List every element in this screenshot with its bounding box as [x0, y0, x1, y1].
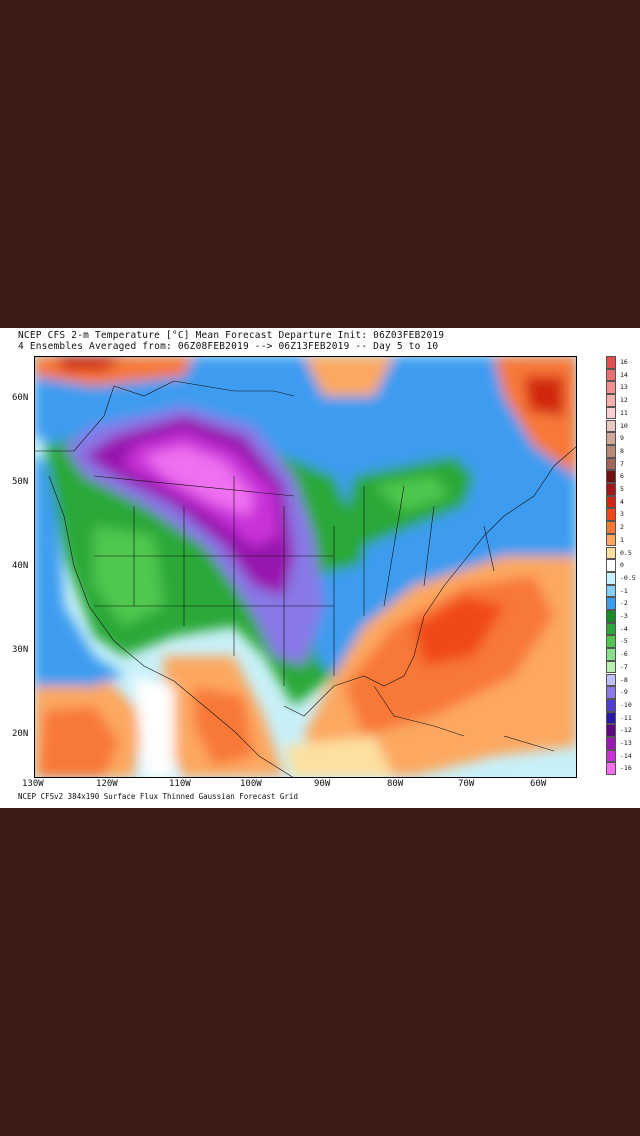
legend-label: -2 [620, 599, 628, 608]
legend-label: 8 [620, 446, 624, 455]
lat-label-40n: 40N [12, 561, 29, 571]
legend-label: 6 [620, 472, 624, 481]
legend-swatch [606, 749, 616, 763]
legend-swatch [606, 381, 616, 395]
legend-label: 2 [620, 523, 624, 532]
legend-swatch [606, 571, 616, 585]
legend-swatch [606, 394, 616, 407]
legend-label: -10 [620, 700, 632, 709]
legend-label: -14 [620, 751, 632, 760]
legend-swatch [606, 622, 616, 636]
legend-label: 13 [620, 383, 628, 392]
legend-swatch [606, 597, 616, 610]
lon-label-90w: 90W [314, 779, 331, 789]
legend-swatch [606, 533, 616, 547]
legend-label: -8 [620, 675, 628, 684]
legend-label: 0.5 [620, 548, 632, 557]
legend-label: 1 [620, 535, 624, 544]
legend-label: -0.5 [620, 573, 636, 582]
legend-label: 14 [620, 370, 628, 379]
legend-swatch [606, 610, 616, 623]
lon-label-80w: 80W [387, 779, 404, 789]
legend-swatch [606, 559, 616, 572]
legend-swatch [606, 660, 616, 674]
legend-swatch [606, 432, 616, 445]
temperature-anomaly-map [34, 356, 577, 778]
legend-label: 10 [620, 421, 628, 430]
map-title: NCEP CFS 2-m Temperature [°C] Mean Forec… [18, 330, 445, 341]
anomaly-field-svg [34, 356, 577, 778]
legend-label: -3 [620, 612, 628, 620]
lat-label-50n: 50N [12, 477, 29, 487]
legend-label: 0 [620, 561, 624, 570]
lat-label-60n: 60N [12, 393, 29, 403]
legend-swatch [606, 406, 616, 420]
legend-swatch [606, 584, 616, 598]
legend-label: 5 [620, 485, 624, 493]
legend-swatch [606, 673, 616, 687]
legend-swatch [606, 356, 616, 369]
legend-swatch [606, 521, 616, 534]
legend-label: -13 [620, 739, 632, 747]
legend-swatch [606, 648, 616, 661]
legend-swatch [606, 470, 616, 483]
legend-label: -7 [620, 662, 628, 671]
legend-swatch [606, 368, 616, 382]
grid-footnote: NCEP CFSv2 384x190 Surface Flux Thinned … [18, 792, 298, 801]
legend-swatch [606, 686, 616, 699]
lon-label-100w: 100W [240, 779, 262, 789]
legend-label: 11 [620, 408, 628, 417]
legend-swatch [606, 457, 616, 471]
legend-swatch [606, 762, 616, 776]
legend-label: -6 [620, 650, 628, 659]
legend-label: 4 [620, 497, 624, 506]
lat-label-30n: 30N [12, 645, 29, 655]
legend-label: -4 [620, 624, 628, 633]
legend-swatch [606, 698, 616, 712]
lat-label-20n: 20N [12, 729, 29, 739]
legend-label: -1 [620, 586, 628, 595]
legend-swatch [606, 495, 616, 509]
legend-label: -11 [620, 713, 632, 722]
legend-swatch [606, 737, 616, 750]
lon-label-120w: 120W [96, 779, 118, 789]
legend-swatch [606, 724, 616, 737]
legend-swatch [606, 419, 616, 433]
legend-label: -16 [620, 764, 632, 773]
legend-label: -12 [620, 726, 632, 735]
legend-swatch [606, 444, 616, 458]
map-subtitle: 4 Ensembles Averaged from: 06Z08FEB2019 … [18, 341, 439, 352]
legend-label: 3 [620, 510, 624, 519]
legend-swatch [606, 635, 616, 649]
legend-label: 12 [620, 396, 628, 405]
legend-label: -9 [620, 688, 628, 697]
legend-label: 9 [620, 434, 624, 443]
legend-swatch [606, 483, 616, 496]
legend-swatch [606, 546, 616, 560]
legend-label: 16 [620, 358, 628, 366]
lon-label-70w: 70W [458, 779, 475, 789]
legend-label: 7 [620, 459, 624, 468]
lon-label-60w: 60W [530, 779, 547, 789]
legend-label: -5 [620, 637, 628, 646]
lon-label-110w: 110W [169, 779, 191, 789]
legend-swatch [606, 508, 616, 522]
lon-label-130w: 130W [22, 779, 44, 789]
legend-swatch [606, 711, 616, 725]
forecast-figure-panel: NCEP CFS 2-m Temperature [°C] Mean Forec… [0, 328, 640, 808]
